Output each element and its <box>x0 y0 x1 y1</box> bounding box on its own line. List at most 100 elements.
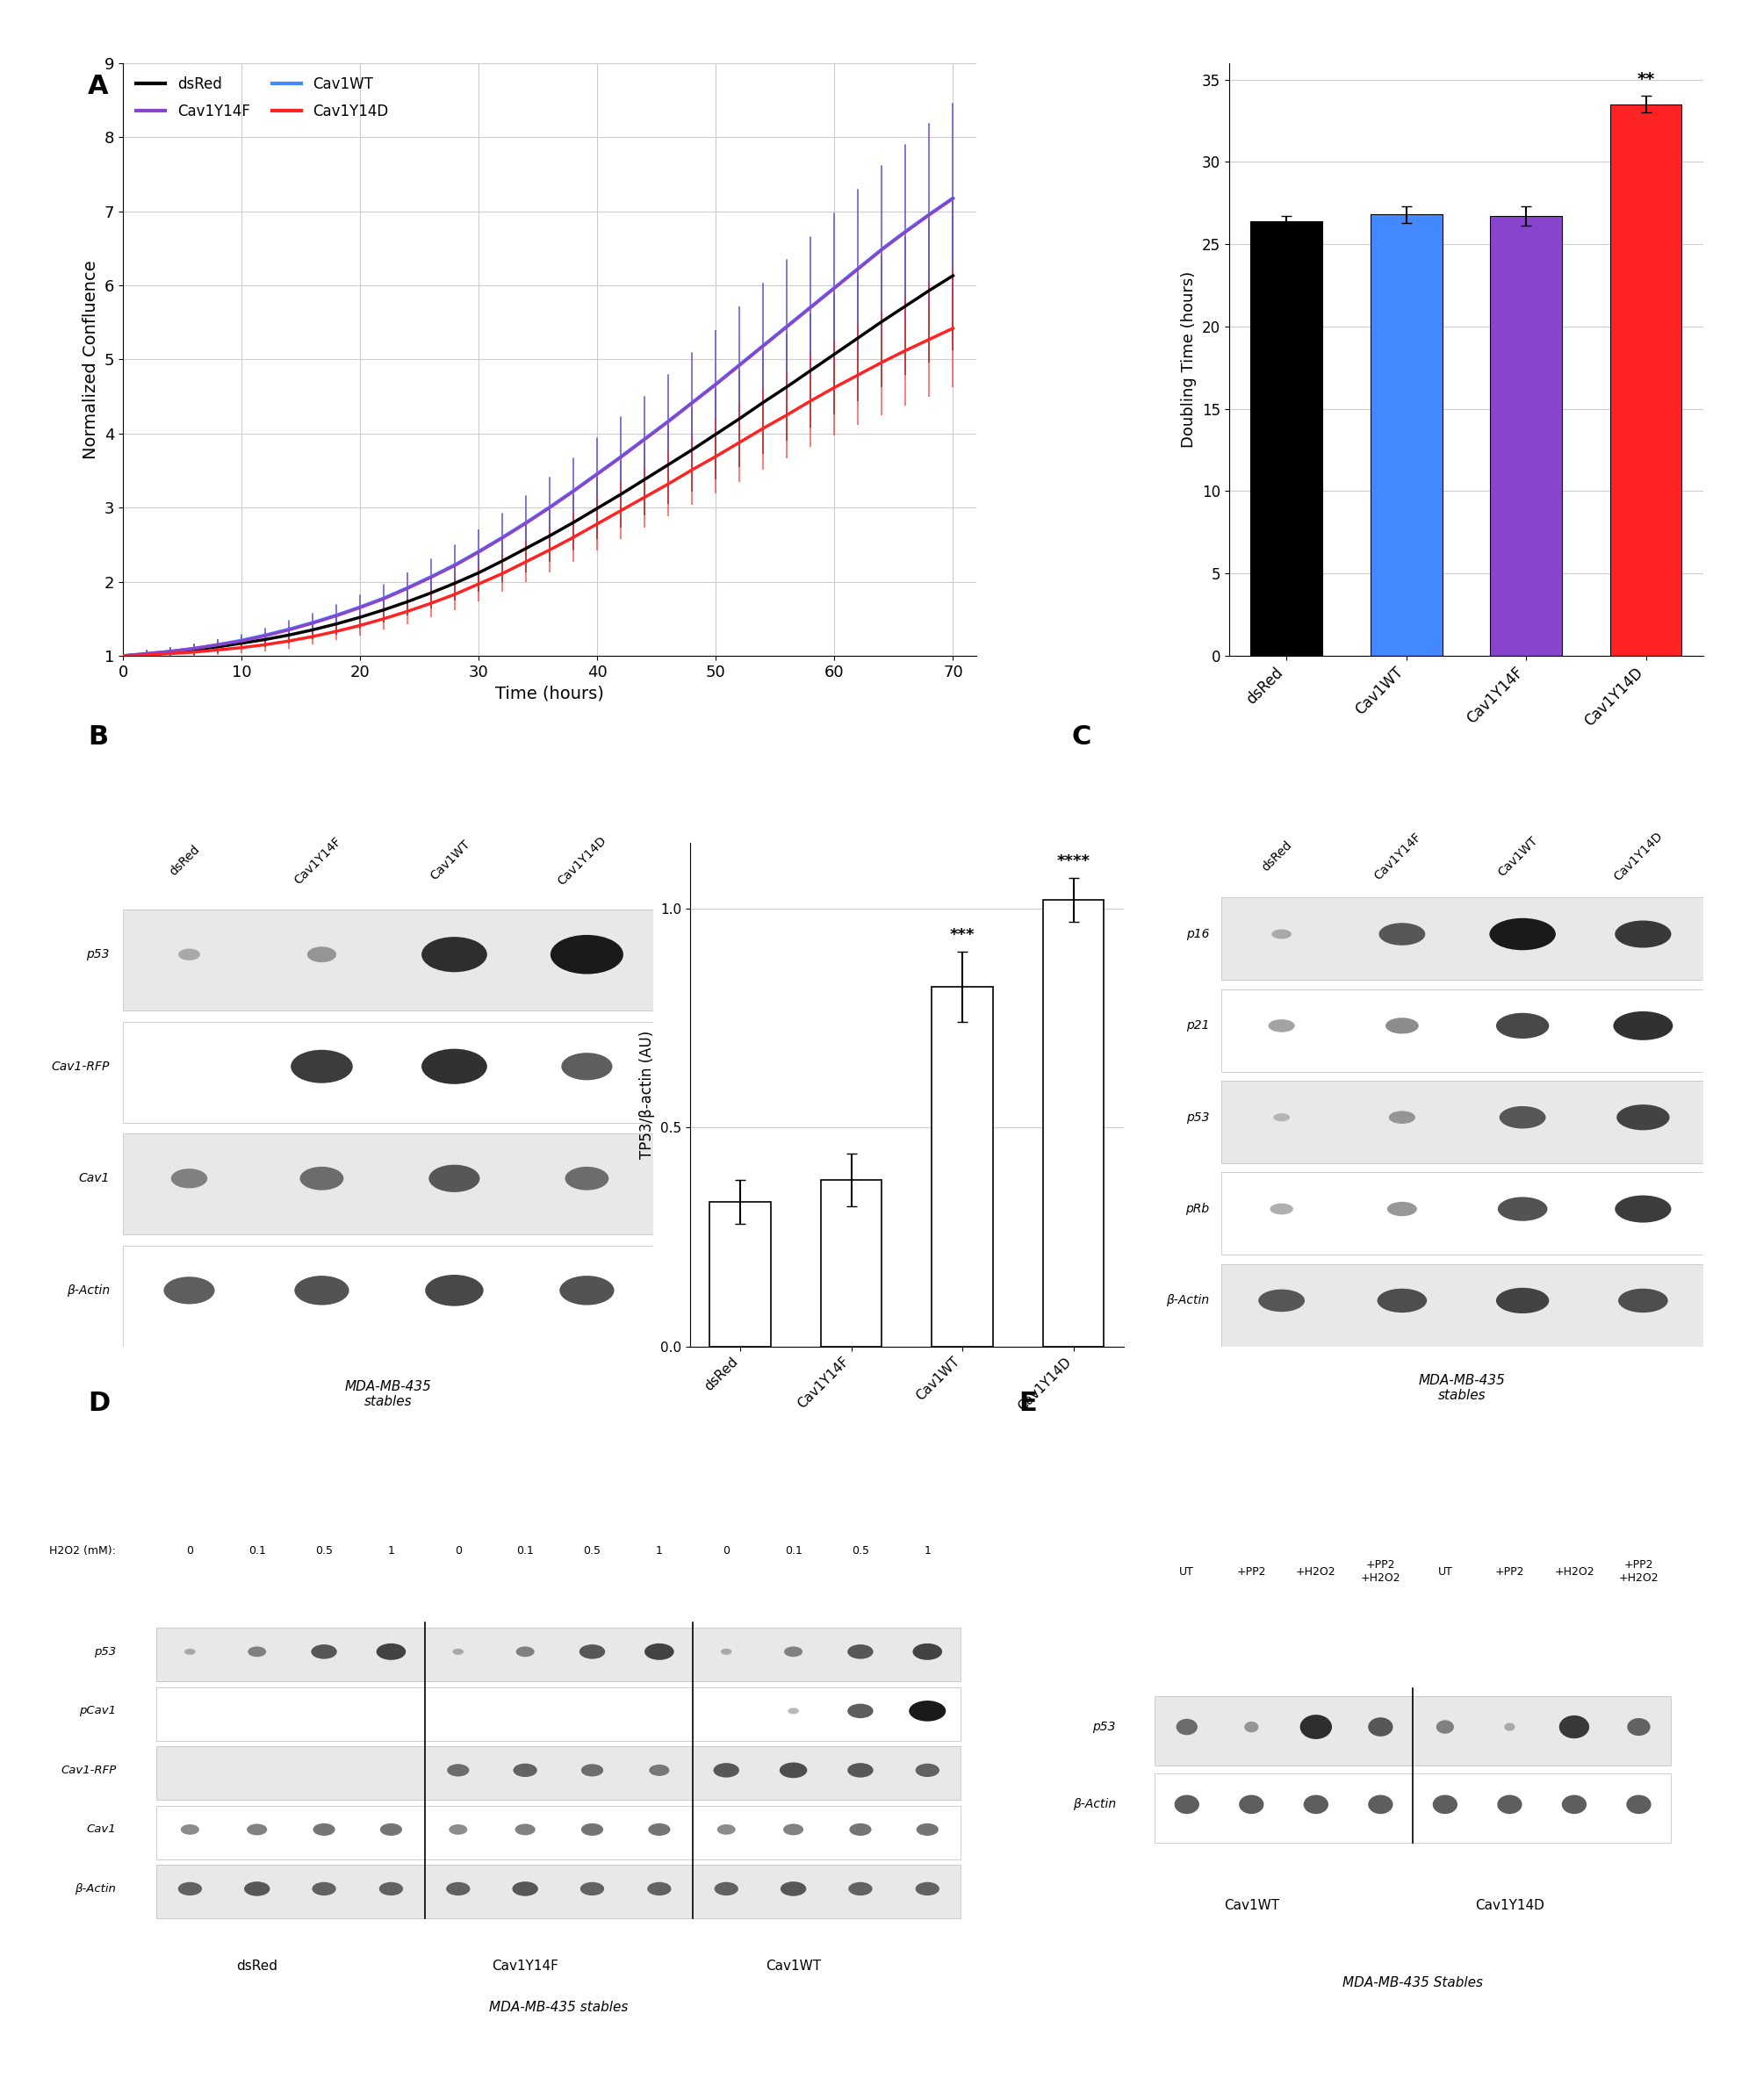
Ellipse shape <box>379 1882 404 1896</box>
Text: 0: 0 <box>723 1546 730 1556</box>
Ellipse shape <box>1500 1107 1545 1128</box>
Ellipse shape <box>848 1703 873 1718</box>
Text: +PP2: +PP2 <box>1236 1567 1266 1577</box>
Ellipse shape <box>1616 1195 1672 1222</box>
Text: 0: 0 <box>186 1546 193 1556</box>
Ellipse shape <box>1377 1289 1428 1312</box>
Text: Cav1Y14F: Cav1Y14F <box>291 834 344 886</box>
Ellipse shape <box>780 1762 808 1779</box>
Ellipse shape <box>291 1050 353 1084</box>
Ellipse shape <box>446 1882 471 1896</box>
Ellipse shape <box>244 1882 270 1896</box>
Ellipse shape <box>648 1882 671 1896</box>
Ellipse shape <box>915 1764 939 1777</box>
Ellipse shape <box>848 1764 873 1777</box>
FancyBboxPatch shape <box>123 1023 653 1124</box>
FancyBboxPatch shape <box>156 1628 961 1682</box>
Text: Cav1WT: Cav1WT <box>1496 834 1540 878</box>
Ellipse shape <box>910 1701 946 1722</box>
Ellipse shape <box>1271 930 1291 939</box>
Text: p53: p53 <box>86 949 109 960</box>
FancyBboxPatch shape <box>1222 989 1703 1071</box>
Text: 0.1: 0.1 <box>248 1546 265 1556</box>
Text: D: D <box>88 1390 111 1415</box>
Text: Cav1-RFP: Cav1-RFP <box>61 1764 116 1777</box>
FancyBboxPatch shape <box>123 1134 653 1235</box>
FancyBboxPatch shape <box>156 1806 961 1858</box>
Text: 0.5: 0.5 <box>852 1546 869 1556</box>
Text: 0.5: 0.5 <box>316 1546 334 1556</box>
FancyBboxPatch shape <box>1154 1772 1672 1844</box>
Ellipse shape <box>1616 920 1672 947</box>
Text: p21: p21 <box>1185 1021 1210 1031</box>
Ellipse shape <box>550 934 623 974</box>
Text: 1: 1 <box>924 1546 931 1556</box>
Text: p53: p53 <box>1092 1720 1115 1732</box>
Ellipse shape <box>453 1648 464 1655</box>
Ellipse shape <box>1299 1716 1333 1739</box>
Text: pRb: pRb <box>1185 1203 1210 1216</box>
Ellipse shape <box>181 1825 198 1835</box>
Bar <box>1370 214 1442 655</box>
Bar <box>1491 216 1563 655</box>
Ellipse shape <box>720 1648 732 1655</box>
Ellipse shape <box>1496 1012 1549 1040</box>
Ellipse shape <box>248 1646 267 1657</box>
Ellipse shape <box>1436 1720 1454 1735</box>
Ellipse shape <box>295 1275 349 1304</box>
Ellipse shape <box>376 1644 406 1659</box>
Ellipse shape <box>379 1823 402 1835</box>
Ellipse shape <box>1303 1795 1328 1814</box>
Text: B: B <box>88 724 109 750</box>
Ellipse shape <box>448 1764 469 1777</box>
Y-axis label: Doubling Time (hours): Doubling Time (hours) <box>1182 271 1198 447</box>
Ellipse shape <box>788 1707 799 1714</box>
Ellipse shape <box>1273 1113 1291 1121</box>
Ellipse shape <box>428 1166 479 1193</box>
Ellipse shape <box>516 1646 534 1657</box>
Bar <box>1610 105 1682 655</box>
Text: Cav1Y14D: Cav1Y14D <box>555 834 609 888</box>
Ellipse shape <box>780 1882 806 1896</box>
Text: Cav1: Cav1 <box>86 1823 116 1835</box>
Ellipse shape <box>716 1825 736 1835</box>
Text: 0.1: 0.1 <box>516 1546 534 1556</box>
Ellipse shape <box>450 1825 467 1835</box>
Ellipse shape <box>1259 1289 1305 1312</box>
Bar <box>709 1201 771 1346</box>
Ellipse shape <box>248 1823 267 1835</box>
Text: A: A <box>88 74 109 99</box>
FancyBboxPatch shape <box>1222 1082 1703 1163</box>
Y-axis label: Normalized Confluence: Normalized Confluence <box>83 260 100 460</box>
Ellipse shape <box>1268 1018 1294 1033</box>
Text: ****: **** <box>1057 853 1090 869</box>
Text: MDA-MB-435 stables: MDA-MB-435 stables <box>490 2001 629 2014</box>
Text: 0: 0 <box>455 1546 462 1556</box>
Ellipse shape <box>915 1882 939 1896</box>
Ellipse shape <box>848 1644 873 1659</box>
Ellipse shape <box>300 1168 344 1191</box>
Ellipse shape <box>307 947 337 962</box>
Ellipse shape <box>1389 1111 1415 1124</box>
Text: MDA-MB-435
stables: MDA-MB-435 stables <box>1419 1373 1505 1403</box>
Ellipse shape <box>1385 1018 1419 1033</box>
Text: **: ** <box>1637 71 1654 88</box>
Ellipse shape <box>579 1644 606 1659</box>
Ellipse shape <box>421 937 486 972</box>
Ellipse shape <box>513 1882 537 1896</box>
Ellipse shape <box>648 1823 671 1835</box>
Ellipse shape <box>1614 1012 1673 1040</box>
Ellipse shape <box>425 1275 483 1306</box>
Bar <box>1043 899 1105 1346</box>
Text: Cav1Y14D: Cav1Y14D <box>1475 1898 1544 1911</box>
FancyBboxPatch shape <box>156 1747 961 1800</box>
Ellipse shape <box>1245 1722 1259 1732</box>
Ellipse shape <box>163 1277 214 1304</box>
FancyBboxPatch shape <box>123 1245 653 1346</box>
Ellipse shape <box>1496 1287 1549 1312</box>
Text: +PP2
+H2O2: +PP2 +H2O2 <box>1361 1560 1401 1583</box>
Text: H2O2 (mM):: H2O2 (mM): <box>49 1546 116 1556</box>
Ellipse shape <box>421 1048 486 1084</box>
Ellipse shape <box>1368 1795 1393 1814</box>
Text: dsRed: dsRed <box>167 842 202 878</box>
